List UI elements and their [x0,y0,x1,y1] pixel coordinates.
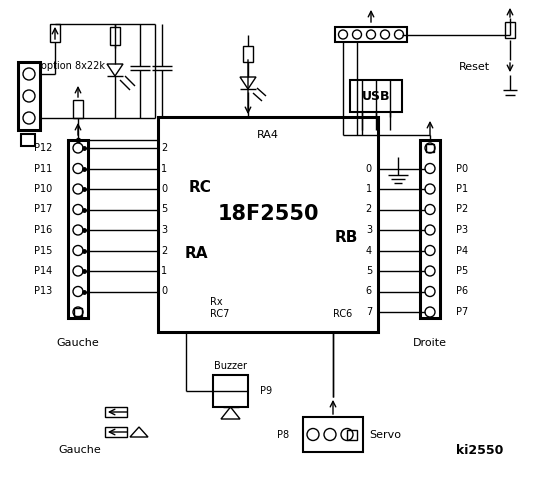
Text: ki2550: ki2550 [456,444,504,456]
Circle shape [425,184,435,194]
Text: P2: P2 [456,204,468,215]
Text: Reset: Reset [459,62,490,72]
Text: P15: P15 [34,245,52,255]
Text: 3: 3 [366,225,372,235]
Circle shape [367,30,375,39]
Bar [420,140,440,318]
Bar [505,22,515,38]
Circle shape [307,429,319,441]
Bar [21,134,35,146]
Circle shape [341,429,353,441]
Circle shape [352,30,362,39]
Text: USB: USB [362,89,390,103]
Circle shape [73,204,83,215]
Text: RC7: RC7 [210,309,229,319]
Text: P4: P4 [456,245,468,255]
Text: Gauche: Gauche [56,338,100,348]
Text: 2: 2 [161,143,167,153]
Bar [350,80,402,112]
Text: 0: 0 [161,287,167,297]
Text: RC6: RC6 [333,309,352,319]
Circle shape [73,143,83,153]
Text: 5: 5 [366,266,372,276]
Bar [335,27,407,42]
Text: 1: 1 [161,266,167,276]
Text: 4: 4 [366,245,372,255]
Text: P12: P12 [34,143,52,153]
Bar [105,407,127,417]
Circle shape [324,429,336,441]
Bar [213,375,248,407]
Circle shape [73,266,83,276]
Text: P5: P5 [456,266,468,276]
Circle shape [425,204,435,215]
Text: P9: P9 [260,386,272,396]
Text: 6: 6 [366,287,372,297]
Bar [74,308,82,316]
Circle shape [23,90,35,102]
Text: P3: P3 [456,225,468,235]
Circle shape [425,225,435,235]
Circle shape [73,164,83,173]
Circle shape [338,30,347,39]
Circle shape [394,30,404,39]
Circle shape [73,184,83,194]
Text: 3: 3 [161,225,167,235]
Text: Droite: Droite [413,338,447,348]
Circle shape [73,307,83,317]
Text: 1: 1 [161,164,167,173]
Circle shape [73,287,83,297]
Text: RA: RA [184,247,208,262]
Circle shape [73,245,83,255]
Circle shape [425,307,435,317]
Text: 0: 0 [366,164,372,173]
Bar [158,117,378,332]
Text: Rx: Rx [210,297,223,307]
Bar [18,62,40,130]
Text: P10: P10 [34,184,52,194]
Text: P17: P17 [34,204,52,215]
Bar [347,430,357,440]
Text: P13: P13 [34,287,52,297]
Text: RA4: RA4 [257,130,279,140]
Bar [426,144,434,152]
Bar [73,100,83,118]
Text: P14: P14 [34,266,52,276]
Bar [105,427,127,437]
Text: RC: RC [189,180,211,194]
Bar [303,417,363,452]
Text: Servo: Servo [369,430,401,440]
Circle shape [425,143,435,153]
Text: Buzzer: Buzzer [214,361,247,371]
Text: P6: P6 [456,287,468,297]
Text: 0: 0 [161,184,167,194]
Circle shape [425,164,435,173]
Text: option 8x22k: option 8x22k [41,61,105,71]
Text: P0: P0 [456,164,468,173]
Text: 7: 7 [366,307,372,317]
Text: P16: P16 [34,225,52,235]
Text: P8: P8 [277,430,289,440]
Text: P7: P7 [456,307,468,317]
Bar [68,140,88,318]
Circle shape [425,245,435,255]
Circle shape [73,225,83,235]
Circle shape [23,112,35,124]
Circle shape [425,287,435,297]
Circle shape [23,68,35,80]
Circle shape [425,266,435,276]
Text: 18F2550: 18F2550 [217,204,319,225]
Bar [243,46,253,62]
Text: P11: P11 [34,164,52,173]
Text: 1: 1 [366,184,372,194]
Bar [110,27,120,45]
Text: 2: 2 [161,245,167,255]
Text: P1: P1 [456,184,468,194]
Text: 2: 2 [366,204,372,215]
Bar [50,24,60,42]
Text: RB: RB [335,229,358,244]
Circle shape [380,30,389,39]
Text: 5: 5 [161,204,167,215]
Text: Gauche: Gauche [59,445,101,455]
